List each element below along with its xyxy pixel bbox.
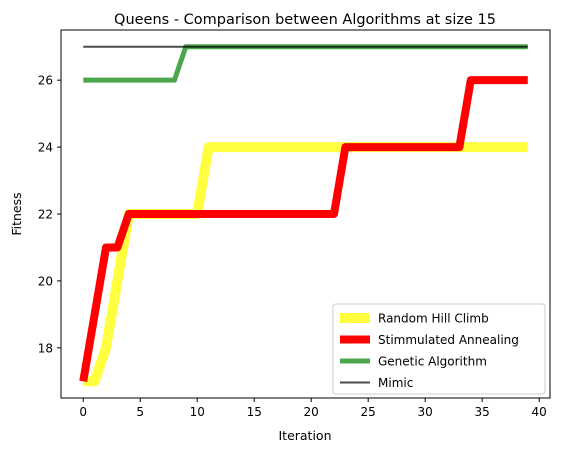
y-axis-label: Fitness — [9, 192, 24, 235]
y-tick-label: 24 — [38, 141, 53, 155]
x-tick-label: 30 — [418, 405, 433, 419]
x-tick-label: 25 — [361, 405, 376, 419]
x-tick-label: 0 — [79, 405, 87, 419]
x-tick-label: 20 — [304, 405, 319, 419]
x-axis-label: Iteration — [278, 428, 331, 443]
legend-label: Random Hill Climb — [378, 312, 489, 326]
x-tick-label: 10 — [190, 405, 205, 419]
plot-area — [79, 44, 528, 387]
y-tick-label: 20 — [38, 274, 53, 288]
legend-frame — [332, 303, 546, 395]
legend-label: Mimic — [378, 376, 413, 390]
x-tick-label: 35 — [475, 405, 490, 419]
series-line-stimmulated-annealing — [79, 76, 528, 382]
legend-label: Genetic Algorithm — [378, 355, 487, 369]
series-layer — [79, 44, 528, 387]
y-tick-label: 26 — [38, 74, 53, 88]
x-tick-label: 40 — [532, 405, 547, 419]
y-tick-label: 22 — [38, 208, 53, 222]
x-tick-label: 15 — [247, 405, 262, 419]
legend: Random Hill Climb Stimmulated Annealing Ge… — [332, 303, 546, 395]
y-axis: 18 20 22 24 26 — [38, 74, 61, 355]
legend-label: Stimmulated Annealing — [378, 333, 519, 347]
x-axis: 0 5 10 15 20 25 30 35 40 — [79, 398, 547, 419]
chart-title: Queens - Comparison between Algorithms a… — [114, 12, 496, 28]
x-tick-label: 5 — [136, 405, 144, 419]
y-tick-label: 18 — [38, 341, 53, 355]
